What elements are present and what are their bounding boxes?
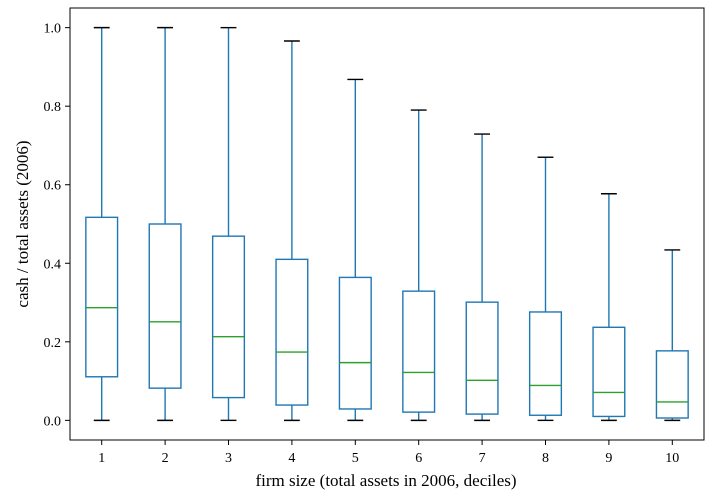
- y-axis-label: cash / total assets (2006): [13, 140, 32, 307]
- x-tick-label-3: 3: [225, 451, 232, 466]
- y-tick-label-4: 0.8: [44, 100, 62, 115]
- box-10: [655, 350, 689, 419]
- box-9: [592, 326, 626, 418]
- x-tick-label-9: 9: [605, 451, 612, 466]
- y-tick-label-1: 0.2: [44, 336, 62, 351]
- y-tick-label-0: 0.0: [44, 414, 62, 429]
- y-tick-label-2: 0.4: [44, 257, 62, 272]
- axes-frame: [69, 7, 705, 441]
- x-tick-label-1: 1: [98, 451, 105, 466]
- y-tick-label-5: 1.0: [44, 22, 62, 37]
- box-4: [275, 258, 309, 406]
- x-tick-label-7: 7: [479, 451, 486, 466]
- plot-area: 0.0 0.2 0.4 0.6 0.8 1.0 1 2 3 4 5 6 7 8 9 10: [44, 7, 705, 466]
- y-tick-label-3: 0.6: [44, 179, 62, 194]
- x-axis-label: firm size (total assets in 2006, deciles…: [255, 471, 516, 490]
- x-tick-label-4: 4: [288, 451, 295, 466]
- box-5: [338, 276, 372, 410]
- x-tick-label-10: 10: [665, 451, 679, 466]
- box-6: [402, 290, 436, 413]
- box-3: [211, 235, 246, 399]
- x-tick-label-2: 2: [162, 451, 169, 466]
- x-tick-label-6: 6: [415, 451, 422, 466]
- box-7: [465, 301, 499, 415]
- box-1: [85, 216, 119, 378]
- box-2: [148, 223, 182, 389]
- x-tick-label-5: 5: [352, 451, 359, 466]
- box-8: [528, 311, 563, 416]
- x-tick-label-8: 8: [542, 451, 549, 466]
